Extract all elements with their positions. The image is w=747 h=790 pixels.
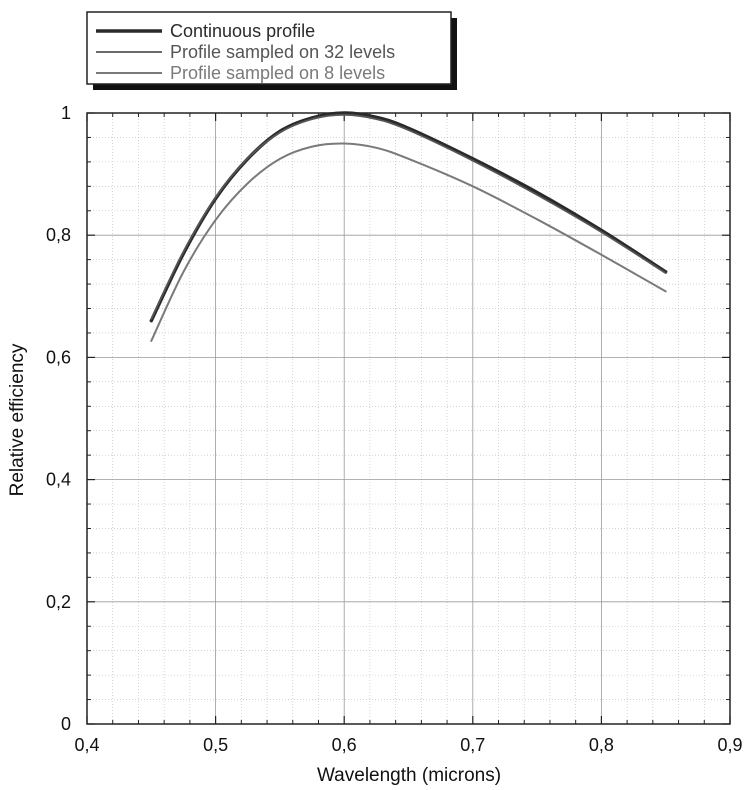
x-tick-label: 0,4 xyxy=(74,735,99,755)
x-tick-label: 0,7 xyxy=(460,735,485,755)
y-tick-label: 0,2 xyxy=(46,592,71,612)
y-tick-labels: 0 0,2 0,4 0,6 0,8 1 xyxy=(46,103,71,734)
y-tick-label: 1 xyxy=(61,103,71,123)
series-line-3 xyxy=(150,142,667,342)
y-tick-label: 0 xyxy=(61,714,71,734)
x-axis-label: Wavelength (microns) xyxy=(317,765,501,786)
plot-frame xyxy=(86,112,731,725)
y-tick-label: 0,4 xyxy=(46,470,71,490)
x-tick-label: 0,8 xyxy=(589,735,614,755)
major-grid xyxy=(87,113,730,724)
axis-ticks xyxy=(86,112,731,725)
minor-grid xyxy=(87,113,730,724)
y-axis-label: Relative efficiency xyxy=(7,343,28,496)
series-layer xyxy=(149,111,668,342)
series-line-2 xyxy=(150,113,667,320)
x-tick-label: 0,5 xyxy=(203,735,228,755)
y-tick-label: 0,6 xyxy=(46,347,71,367)
x-tick-labels: 0,4 0,5 0,6 0,7 0,8 0,9 xyxy=(74,735,742,755)
legend-label-3: Profile sampled on 8 levels xyxy=(170,63,385,83)
x-tick-label: 0,9 xyxy=(717,735,742,755)
x-tick-label: 0,6 xyxy=(332,735,357,755)
legend-label-2: Profile sampled on 32 levels xyxy=(170,42,395,62)
legend-label-1: Continuous profile xyxy=(170,21,315,41)
y-tick-label: 0,8 xyxy=(46,225,71,245)
series-line-1 xyxy=(149,111,668,323)
